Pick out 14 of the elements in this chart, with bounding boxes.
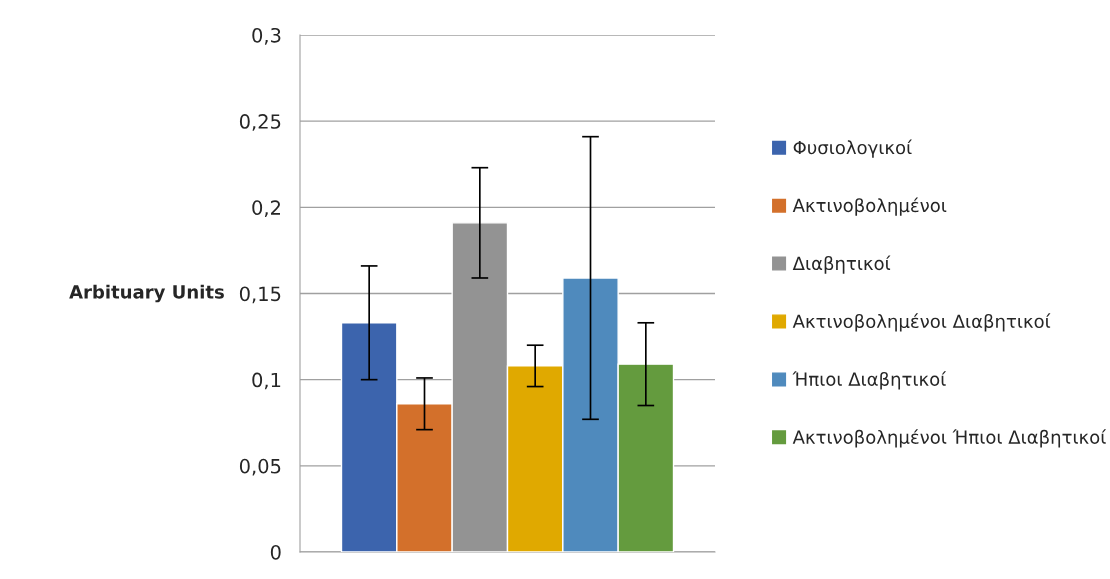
- legend-label: Ακτινοβολημένοι Διαβητικοί: [792, 313, 1051, 332]
- y-tick-label: 0,05: [239, 458, 281, 476]
- legend-label: Φυσιολογικοί: [793, 139, 912, 158]
- y-tick-label: 0,15: [239, 286, 281, 304]
- y-tick-label: 0: [270, 544, 281, 560]
- legend-label: Ακτινοβολημένοι: [792, 197, 947, 216]
- y-tick-label: 0,3: [252, 27, 281, 45]
- y-tick-label: 0,2: [252, 200, 280, 217]
- y-tick-label: 0,1: [252, 372, 281, 390]
- legend-label: Ήπιοι Διαβητικοί: [792, 371, 947, 390]
- y-axis-title: Arbituary Units: [69, 284, 224, 303]
- legend-label: Ακτινοβολημένοι Ήπιοι Διαβητικοί: [792, 429, 1107, 448]
- y-tick-label: 0,25: [239, 114, 281, 131]
- legend-label: Διαβητικοί: [792, 255, 891, 274]
